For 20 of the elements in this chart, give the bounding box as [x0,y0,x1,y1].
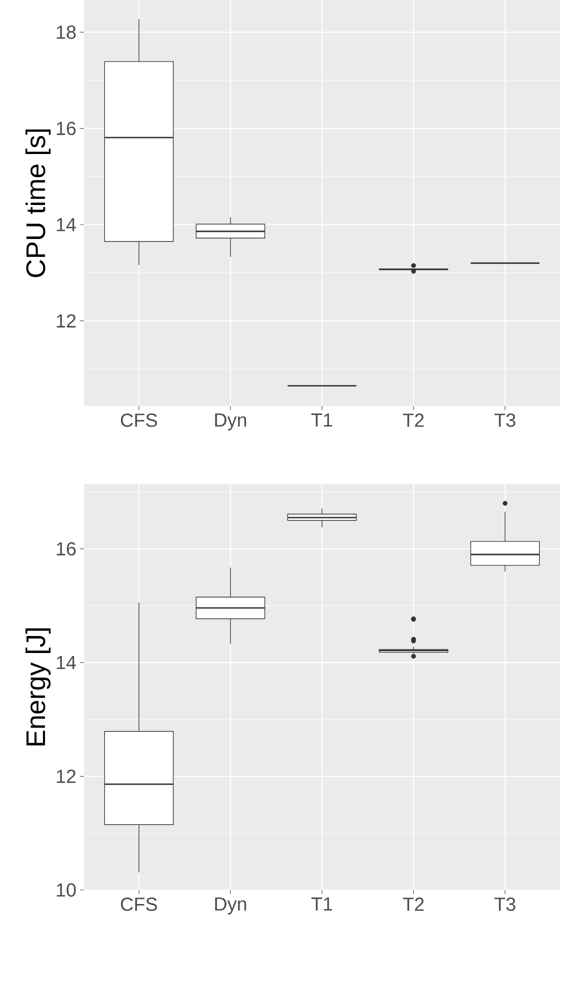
y-tick-label: 16 [56,122,76,136]
x-tick-label: T2 [402,414,424,427]
x-tick-label: T3 [494,898,516,911]
y-tick-label: 12 [56,314,76,328]
x-tick-label: T3 [494,414,516,427]
x-tick-label: CFS [120,414,157,427]
x-tick-label: T1 [311,898,332,911]
x-tick-label: T2 [402,898,424,911]
x-tick-label: Dyn [215,898,246,914]
y-tick-label: 14 [56,656,76,670]
y-tick-label: 12 [56,770,76,783]
x-tick-label: T1 [311,414,332,427]
y-axis-title: Energy [J] [26,628,51,746]
x-tick-label: Dyn [215,414,246,430]
y-tick-label: 18 [56,26,76,39]
y-tick-label: 10 [56,883,76,897]
y-tick-label: 16 [56,542,76,556]
y-tick-label: 14 [56,218,76,232]
y-axis-title: CPU time [s] [26,129,51,278]
x-tick-label: CFS [120,898,157,911]
